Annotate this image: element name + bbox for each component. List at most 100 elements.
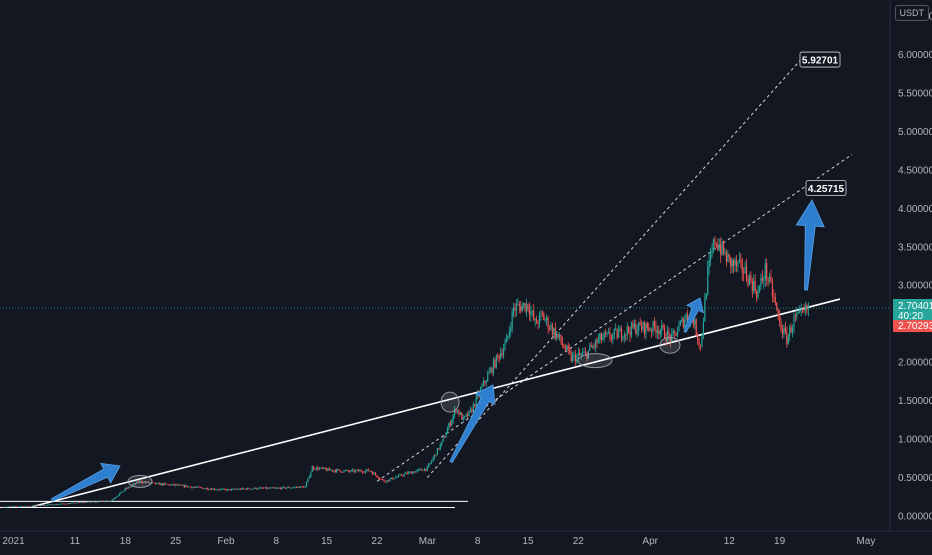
candle-body: [16, 506, 19, 508]
candle-body: [707, 266, 709, 295]
ascending-trendline: [31, 298, 841, 508]
candle-body: [793, 315, 795, 328]
candle-body: [594, 339, 597, 347]
up-arrow: [449, 384, 496, 464]
candle-body: [362, 471, 364, 473]
candle-body: [464, 416, 466, 418]
candle-body: [744, 266, 746, 273]
candle-body: [15, 506, 17, 507]
candle-body: [91, 501, 93, 503]
candle-body: [98, 500, 101, 502]
candle-body: [131, 484, 134, 487]
candle-body: [208, 489, 210, 491]
candle-body: [114, 497, 116, 499]
candle-body: [123, 490, 125, 492]
candle-body: [380, 478, 382, 480]
candle-body: [616, 328, 618, 338]
x-tick-label: Mar: [419, 536, 437, 547]
candle-body: [731, 260, 733, 267]
candle-body: [770, 275, 772, 282]
candle-body: [418, 469, 420, 471]
candle-body: [600, 333, 602, 341]
candle-body: [468, 410, 470, 417]
candle-body: [547, 317, 549, 329]
candle-body: [553, 328, 555, 335]
candle-body: [653, 321, 656, 327]
y-tick-label: 5.00000: [898, 127, 932, 138]
candle-body: [511, 311, 513, 329]
candle-body: [5, 506, 7, 508]
candle-body: [402, 475, 404, 477]
candle-body: [11, 506, 13, 508]
candle-body: [400, 474, 403, 476]
candle-body: [288, 487, 290, 489]
candle-body: [571, 355, 574, 362]
candle-body: [597, 338, 600, 343]
candle-body: [626, 326, 628, 335]
candle-body: [441, 441, 443, 445]
candle-body: [462, 417, 464, 420]
candle-body: [77, 502, 79, 504]
candle-body: [734, 259, 736, 266]
candle-body: [573, 354, 575, 356]
candle-body: [205, 488, 207, 489]
candle-body: [630, 322, 633, 336]
candle-body: [429, 462, 431, 465]
candle-body: [426, 466, 428, 471]
candle-body: [113, 498, 115, 500]
candle-body: [277, 487, 279, 489]
candle-body: [779, 315, 781, 322]
candle-body: [533, 311, 535, 320]
candle-body: [333, 470, 335, 472]
candle-body: [395, 477, 397, 479]
candle-body: [538, 314, 541, 325]
candle-body: [403, 473, 405, 476]
candle-body: [24, 506, 26, 507]
candle-body: [331, 470, 334, 472]
candle-body: [760, 278, 762, 287]
candle-body: [14, 506, 16, 507]
previous-price-text: 2.70293: [898, 321, 932, 332]
candle-body: [143, 481, 145, 483]
candle-body: [226, 489, 229, 491]
candle-body: [344, 470, 346, 472]
candle-body: [799, 310, 801, 313]
highlight-ellipse: [659, 336, 681, 354]
candle-body: [686, 314, 689, 321]
candle-body: [297, 486, 299, 488]
candle-body: [292, 487, 295, 489]
candle-body: [103, 500, 105, 502]
candle-body: [272, 487, 275, 489]
candle-body: [140, 480, 142, 483]
candle-body: [580, 354, 582, 356]
candle-body: [548, 328, 551, 330]
y-tick-label: 4.50000: [898, 165, 932, 176]
candle-body: [139, 480, 141, 483]
candle-body: [222, 488, 224, 490]
candle-body: [525, 303, 528, 312]
candle-body: [521, 305, 523, 312]
candle-body: [725, 252, 728, 262]
candle-body: [718, 246, 720, 250]
candle-body: [559, 334, 561, 337]
candle-body: [307, 477, 309, 483]
candle-body: [235, 489, 237, 491]
candle-body: [37, 505, 39, 507]
candle-body: [679, 321, 681, 325]
candle-body: [93, 501, 95, 503]
candle-body: [397, 475, 400, 477]
currency-badge[interactable]: USDT: [894, 5, 929, 21]
candle-body: [738, 259, 740, 262]
candle-body: [29, 506, 32, 507]
candle-body: [211, 488, 213, 490]
candle-body: [2, 506, 4, 508]
candle-body: [685, 314, 687, 320]
candle-body: [190, 486, 193, 488]
candle-body: [281, 487, 283, 490]
y-tick-label: 4.00000: [898, 204, 932, 215]
candle-body: [274, 487, 276, 489]
candle-body: [78, 502, 80, 504]
projection-line: [376, 154, 853, 482]
